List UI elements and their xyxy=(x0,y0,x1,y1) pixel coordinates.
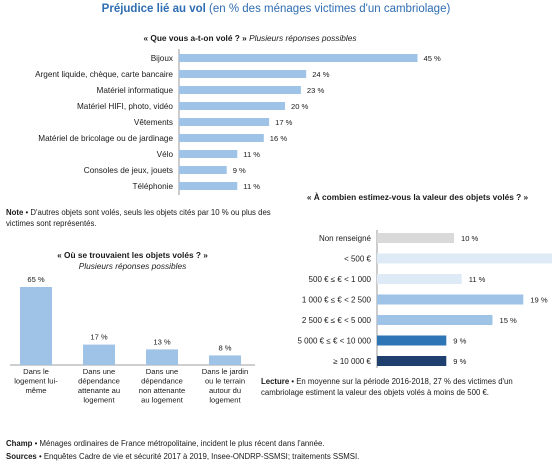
chart3-bar xyxy=(377,356,447,366)
chart3-value-label: 19 % xyxy=(530,296,548,305)
champ-label: Champ xyxy=(6,439,33,448)
chart1-bar xyxy=(179,70,307,78)
title-rest: (en % des ménages victimes d'un cambriol… xyxy=(205,3,451,15)
champ-note: Champ • Ménages ordinaires de France mét… xyxy=(6,439,546,450)
chart1-value-label: 23 % xyxy=(307,86,325,95)
chart2-category-label: Dans le logement lui-même xyxy=(14,367,58,395)
chart3-value-label: 11 % xyxy=(469,275,486,284)
chart1-bar xyxy=(179,150,238,158)
chart3-value-label: 9 % xyxy=(453,357,466,366)
chart3-heading: « À combien estimez-vous la valeur des o… xyxy=(290,192,545,203)
chart1-value-label: 9 % xyxy=(233,166,246,175)
sources-text: • Enquêtes Cadre de vie et sécurité 2017… xyxy=(36,452,360,461)
sources-label: Sources xyxy=(6,452,37,461)
chart2-category-label: Dans le jardin ou le terrain autour du loge… xyxy=(202,367,248,405)
chart2-value-label: 8 % xyxy=(218,343,231,352)
sources-note: Sources • Enquêtes Cadre de vie et sécur… xyxy=(6,452,546,463)
chart3-title: « À combien estimez-vous la valeur des o… xyxy=(306,192,529,202)
chart1-bar xyxy=(179,54,418,62)
chart1-subtitle: Plusieurs réponses possibles xyxy=(249,33,357,43)
chart1-category-label: Vêtements xyxy=(134,118,173,127)
chart3-category-label: 1 000 € ≤ € < 2 500 xyxy=(302,296,372,305)
chart3-category-label: Non renseigné xyxy=(319,234,372,243)
chart3-value-label: 10 % xyxy=(461,234,479,243)
chart1-category-label: Bijoux xyxy=(151,54,173,63)
chart1-bar xyxy=(179,166,227,174)
chart3-value-label: 9 % xyxy=(453,337,466,346)
chart1-category-label: Matériel de bricolage ou de jardinage xyxy=(38,134,173,143)
chart2-bar xyxy=(20,287,52,365)
chart3-bar xyxy=(377,294,524,305)
chart1-value-label: 45 % xyxy=(424,54,442,63)
chart3-category-label: ≥ 10 000 € xyxy=(333,357,371,366)
chart1-bar xyxy=(179,134,264,142)
chart1-value-label: 11 % xyxy=(243,150,260,159)
title-bold: Préjudice lié au vol xyxy=(101,3,206,15)
page-title: Préjudice lié au vol (en % des ménages v… xyxy=(0,3,552,15)
chart2-bar xyxy=(146,349,178,365)
chart1-bar xyxy=(179,86,301,94)
chart1-title: « Que vous a-t-on volé ? » xyxy=(143,33,247,43)
champ-text: • Ménages ordinaires de France métropoli… xyxy=(32,439,325,448)
note-text: • D'autres objets sont volés, seuls les … xyxy=(6,208,271,228)
chart2-heading: « Où se trouvaient les objets volés ? » P… xyxy=(0,250,265,272)
chart2-category-label: Dans une dépendance attenante au logement xyxy=(78,367,120,405)
lecture-text: • En moyenne sur la période 2016-2018, 2… xyxy=(261,377,513,397)
note-label: Note xyxy=(6,208,24,217)
chart3-category-label: 2 500 € ≤ € < 5 000 xyxy=(302,316,372,325)
chart2-value-label: 65 % xyxy=(27,275,45,284)
chart3-category-label: < 500 € xyxy=(344,255,371,264)
chart1-category-label: Matériel HIFI, photo, vidéo xyxy=(77,102,173,111)
chart2-bar xyxy=(83,344,115,365)
chart1-category-label: Matériel informatique xyxy=(97,86,174,95)
chart2-value-label: 13 % xyxy=(153,337,171,346)
note: Note • D'autres objets sont volés, seuls… xyxy=(6,208,276,229)
chart-lieu-vol: 65 % Dans le logement lui-même 17 % Dans une… xyxy=(10,275,255,405)
chart3-category-label: 500 € ≤ € < 1 000 xyxy=(309,275,372,284)
chart2-title: « Où se trouvaient les objets volés ? » xyxy=(57,250,208,260)
chart2-subtitle: Plusieurs réponses possibles xyxy=(78,261,187,271)
chart3-bar xyxy=(377,335,447,346)
chart1-category-label: Vélo xyxy=(157,150,174,159)
chart3-category-label: 5 000 € ≤ € < 10 000 xyxy=(297,337,371,346)
chart3-bar xyxy=(377,274,462,284)
chart1-value-label: 24 % xyxy=(312,70,330,79)
chart1-bar xyxy=(179,118,270,126)
chart1-bar xyxy=(179,182,238,190)
chart1-value-label: 17 % xyxy=(275,118,293,127)
chart1-category-label: Consoles de jeux, jouets xyxy=(84,166,173,175)
chart2-bar xyxy=(209,355,241,365)
chart3-bar xyxy=(377,233,454,243)
lecture-note: Lecture • En moyenne sur la période 2016… xyxy=(261,377,541,398)
chart-objets-voles: Bijoux 45 % Argent liquide, chèque, carte … xyxy=(35,49,442,195)
chart2-value-label: 17 % xyxy=(90,333,108,342)
chart1-value-label: 20 % xyxy=(291,102,309,111)
chart3-bar xyxy=(377,253,552,264)
chart1-heading: « Que vous a-t-on volé ? » Plusieurs rép… xyxy=(60,33,440,43)
chart1-category-label: Argent liquide, chèque, carte bancaire xyxy=(35,70,173,79)
chart1-category-label: Téléphonie xyxy=(132,182,173,191)
chart1-value-label: 11 % xyxy=(243,182,260,191)
lecture-label: Lecture xyxy=(261,377,290,386)
chart2-category-label: Dans une dépendance non attenante au logeme… xyxy=(139,367,185,405)
chart3-bar xyxy=(377,315,493,325)
chart3-value-label: 15 % xyxy=(500,316,518,325)
chart1-value-label: 16 % xyxy=(270,134,288,143)
chart1-bar xyxy=(179,102,285,110)
